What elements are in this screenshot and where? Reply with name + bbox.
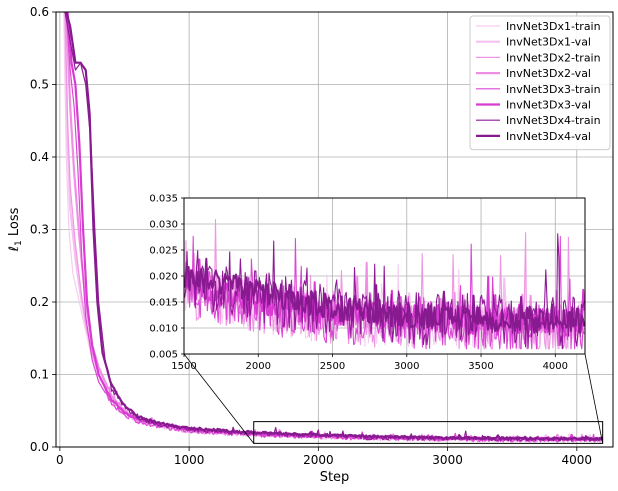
- legend-item: InvNet3Dx2-val: [476, 67, 591, 80]
- legend-label: InvNet3Dx1-train: [506, 20, 601, 33]
- main-x-tick-label: 1000: [174, 453, 205, 467]
- legend-item: InvNet3Dx4-val: [476, 130, 591, 143]
- legend-item: InvNet3Dx1-train: [476, 20, 601, 33]
- legend-item: InvNet3Dx1-val: [476, 36, 591, 49]
- legend-item: InvNet3Dx2-train: [476, 51, 601, 64]
- legend-item: InvNet3Dx4-train: [476, 114, 601, 127]
- y-axis-label-text: Loss: [7, 207, 22, 240]
- legend-label: InvNet3Dx2-train: [506, 51, 601, 64]
- main-series-group: [63, 12, 604, 443]
- main-y-tick-label: 0.3: [30, 223, 49, 237]
- main-x-tick-label: 4000: [562, 453, 593, 467]
- inset-zoom-plot: 1500 2000 2500 3000 3500 4000 0.005 0.010 0.015 0…: [149, 194, 586, 373]
- inset-y-tick-label: 0.005: [149, 350, 178, 361]
- inset-y-tick-label: 0.020: [149, 272, 178, 283]
- inset-series-group: [184, 219, 585, 350]
- legend-label: InvNet3Dx1-val: [506, 36, 591, 49]
- main-axis-ticks: 0 1000 2000 3000 4000 0.0 0.1 0.2 0.3 0.4 0.5 0.6: [30, 5, 592, 467]
- legend: InvNet3Dx1-train InvNet3Dx1-val InvNet3Dx2…: [469, 15, 611, 151]
- main-series-line-8: [65, 12, 604, 441]
- legend-label: InvNet3Dx3-val: [506, 99, 591, 112]
- inset-series-line-5: [184, 235, 585, 350]
- inset-series-line-7: [184, 233, 585, 349]
- legend-label: InvNet3Dx2-val: [506, 67, 591, 80]
- inset-x-tick-label: 3000: [394, 361, 419, 372]
- inset-series-line-8: [184, 257, 585, 334]
- legend-label: InvNet3Dx3-train: [506, 83, 601, 96]
- main-x-tick-label: 3000: [432, 453, 463, 467]
- main-y-tick-label: 0.1: [30, 368, 49, 382]
- inset-x-tick-label: 4000: [543, 361, 568, 372]
- inset-x-tick-label: 1500: [171, 361, 196, 372]
- zoom-region-box: [253, 421, 604, 444]
- main-x-tick-label: 2000: [303, 453, 334, 467]
- inset-y-tick-label: 0.035: [149, 194, 178, 205]
- inset-x-tick-label: 2000: [246, 361, 271, 372]
- legend-box: [469, 15, 611, 151]
- main-y-tick-label: 0.4: [30, 150, 49, 164]
- main-y-tick-label: 0.2: [30, 295, 49, 309]
- inset-y-tick-label: 0.015: [149, 298, 178, 309]
- inset-axis-ticks: 1500 2000 2500 3000 3500 4000 0.005 0.010 0.015 0…: [149, 194, 568, 373]
- main-y-tick-label: 0.0: [30, 440, 49, 454]
- legend-item: InvNet3Dx3-train: [476, 83, 601, 96]
- legend-item: InvNet3Dx3-val: [476, 99, 591, 112]
- inset-x-tick-label: 3500: [468, 361, 493, 372]
- inset-x-tick-label: 2500: [320, 361, 345, 372]
- main-x-tick-label: 0: [56, 453, 64, 467]
- zoom-connector-right: [584, 353, 604, 444]
- x-axis-label: Step: [320, 470, 350, 485]
- y-axis-label-symbol: ℓ: [7, 246, 22, 252]
- legend-label: InvNet3Dx4-val: [506, 130, 591, 143]
- main-y-tick-label: 0.6: [30, 5, 49, 19]
- legend-label: InvNet3Dx4-train: [506, 114, 601, 127]
- inset-y-tick-label: 0.030: [149, 220, 178, 231]
- inset-y-tick-label: 0.025: [149, 246, 178, 257]
- y-axis-label-subscript: 1: [14, 240, 24, 246]
- main-y-tick-label: 0.5: [30, 78, 49, 92]
- inset-y-tick-label: 0.010: [149, 324, 178, 335]
- zoom-indicator: [183, 353, 604, 444]
- y-axis-label: ℓ1 Loss: [7, 207, 24, 252]
- zoom-connector-left: [183, 353, 255, 444]
